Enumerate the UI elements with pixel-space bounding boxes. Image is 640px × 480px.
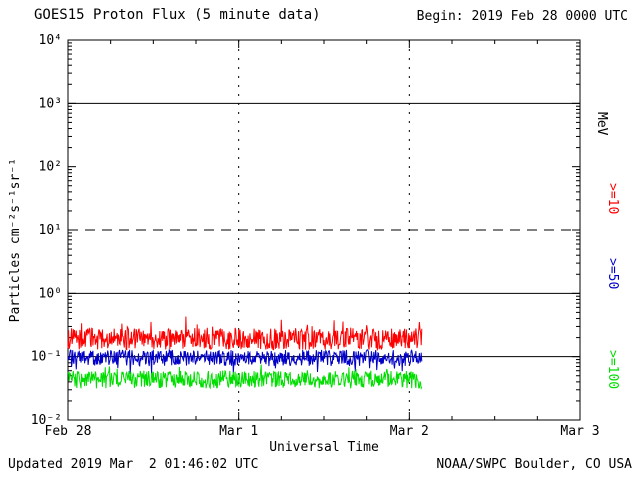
x-tick-label: Mar 1 (219, 424, 258, 439)
chart-title: GOES15 Proton Flux (5 minute data) (34, 7, 321, 23)
y-tick-label: 10⁻² (31, 413, 62, 428)
legend-entry-ge10: >=10 (605, 183, 620, 215)
y-tick-label: 10⁴ (39, 33, 62, 48)
x-axis-label: Universal Time (269, 440, 379, 455)
y-tick-label: 10³ (39, 96, 62, 111)
x-tick-label: Mar 2 (390, 424, 429, 439)
series-line->=50 (67, 348, 423, 375)
x-tick-label: Mar 3 (560, 424, 599, 439)
y-tick-label: 10¹ (39, 223, 62, 238)
begin-timestamp: Begin: 2019 Feb 28 0000 UTC (416, 9, 628, 24)
y-tick-label: 10² (39, 160, 62, 175)
x-tick-label: Feb 28 (45, 424, 92, 439)
credit-label: NOAA/SWPC Boulder, CO USA (436, 457, 632, 472)
y-tick-label: 10⁻¹ (31, 350, 62, 365)
series-line->=10 (67, 316, 423, 352)
y-axis-label: Particles cm⁻²s⁻¹sr⁻¹ (8, 158, 23, 323)
legend-entry-ge100: >=100 (605, 350, 620, 390)
legend-title-mev: MeV (594, 112, 609, 136)
updated-timestamp: Updated 2019 Mar 2 01:46:02 UTC (8, 457, 259, 472)
series-line->=100 (67, 364, 423, 391)
y-tick-label: 10⁰ (39, 286, 62, 301)
legend-entry-ge50: >=50 (605, 258, 620, 290)
